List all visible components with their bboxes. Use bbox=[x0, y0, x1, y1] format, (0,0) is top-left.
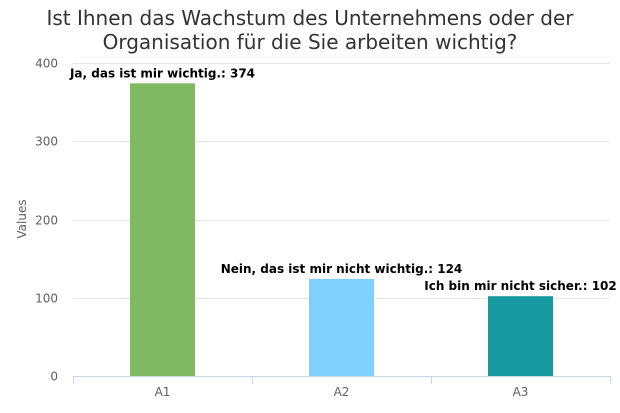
x-tick-label: A1 bbox=[155, 385, 171, 399]
chart-title-line-2: Organisation für die Sie arbeiten wichti… bbox=[103, 30, 518, 54]
x-tick-label: A2 bbox=[334, 385, 350, 399]
y-tick-label: 300 bbox=[35, 135, 58, 149]
chart-title-line-1: Ist Ihnen das Wachstum des Unternehmens … bbox=[46, 6, 574, 30]
bar-a2[interactable] bbox=[309, 278, 374, 376]
data-label-a2: Nein, das ist mir nicht wichtig.: 124 bbox=[221, 262, 463, 276]
y-tick-label: 100 bbox=[35, 292, 58, 306]
chart-title: Ist Ihnen das Wachstum des Unternehmens … bbox=[46, 6, 574, 54]
y-tick-label: 0 bbox=[50, 370, 58, 384]
x-tick-label: A3 bbox=[513, 385, 529, 399]
data-label-a3: Ich bin mir nicht sicher.: 102 bbox=[424, 279, 617, 293]
data-label-a1: Ja, das ist mir wichtig.: 374 bbox=[69, 66, 255, 80]
y-tick-label: 400 bbox=[35, 57, 58, 71]
bars bbox=[130, 83, 553, 376]
bar-a1[interactable] bbox=[130, 83, 195, 376]
data-labels: Ja, das ist mir wichtig.: 374 Nein, das i… bbox=[69, 66, 617, 293]
y-axis-ticks: 0 100 200 300 400 bbox=[35, 57, 58, 384]
bar-a3[interactable] bbox=[488, 296, 553, 376]
y-axis-label: Values bbox=[15, 199, 29, 238]
x-axis: A1 A2 A3 bbox=[73, 376, 611, 399]
y-tick-label: 200 bbox=[35, 214, 58, 228]
